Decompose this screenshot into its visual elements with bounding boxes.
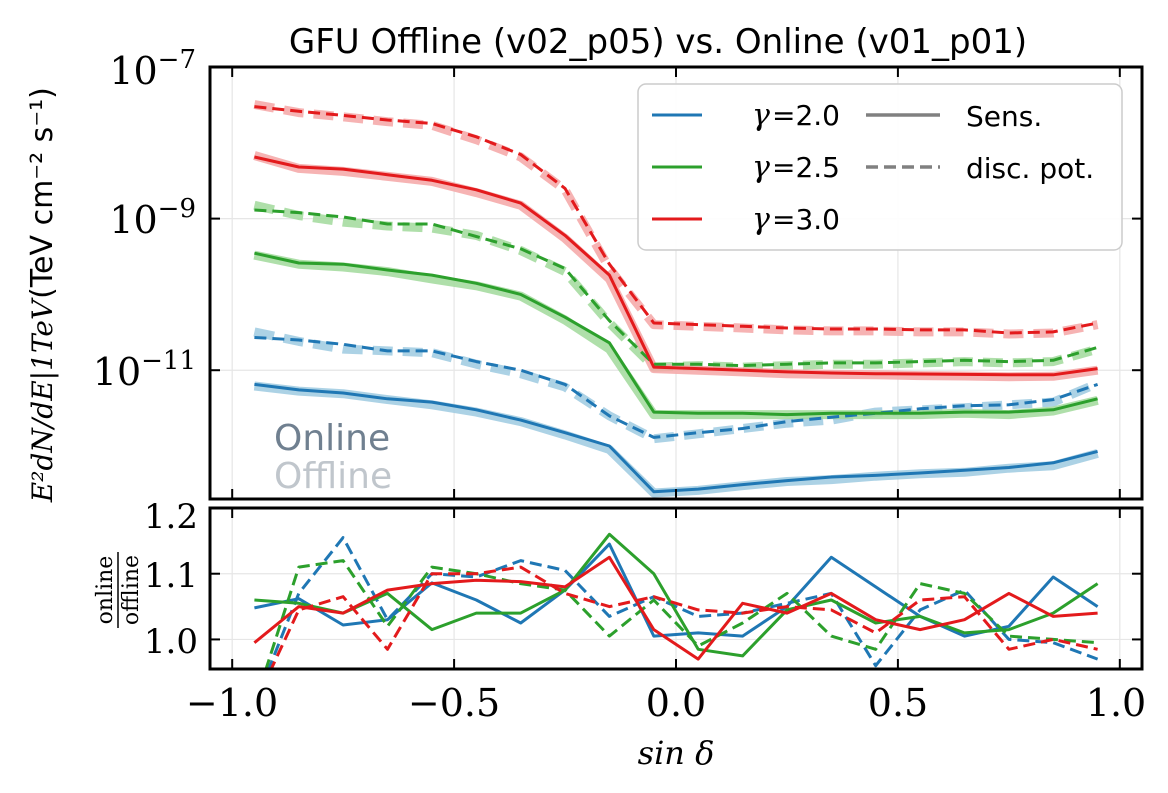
ytick-label-1e-7: 10−7 — [109, 45, 196, 93]
xtick-label-m0.5: −0.5 — [408, 681, 500, 725]
ytick-label-1e-9: 10−9 — [109, 194, 196, 242]
xtick-label-m1.0: −1.0 — [186, 681, 278, 725]
main-ticks — [210, 66, 1142, 499]
ratio-line-gamma-3.0-disc-pot — [269, 565, 1098, 669]
ratio-ytick-label-1.1: 1.1 — [144, 556, 198, 596]
online-annotation: Online — [274, 418, 390, 459]
ratio-ticks — [210, 507, 1142, 669]
legend-label-gamma-2.5: =2.5 — [772, 151, 840, 184]
xtick-label-1.0: 1.0 — [1086, 681, 1146, 725]
xticklabels: −1.0 −0.5 0.0 0.5 1.0 — [186, 681, 1146, 725]
online-lines — [254, 105, 1099, 494]
offline-line-gamma-2.5-disc-pot — [253, 200, 1099, 372]
offline-line-gamma-2.0-disc-pot — [253, 327, 1100, 444]
ratio-lines — [253, 532, 1099, 669]
ratio-line-gamma-2.5-disc-pot — [264, 559, 1098, 669]
xtick-label-0.0: 0.0 — [646, 681, 706, 725]
offline-line-gamma-3.0-sens — [253, 151, 1099, 382]
online-line-gamma-2.5-disc-pot — [254, 208, 1099, 368]
ratio-ytick-label-1.0: 1.0 — [144, 622, 198, 662]
xtick-label-0.5: 0.5 — [868, 681, 928, 725]
ratio-line-gamma-2.0-disc-pot — [267, 536, 1099, 669]
offline-annotation: Offline — [274, 456, 392, 497]
legend-gamma-symbol-2.0: γ — [752, 98, 770, 133]
ratio-line-gamma-3.0-sens — [253, 555, 1098, 661]
ratio-label-denominator: offline — [119, 555, 144, 625]
online-line-gamma-3.0-disc-pot — [254, 105, 1098, 335]
ytick-label-1e-11: 10−11 — [93, 346, 196, 394]
legend: γ =2.0 γ =2.5 γ =3.0 Sens. disc. pot. — [637, 83, 1123, 251]
offline-line-gamma-3.0-disc-pot — [253, 100, 1099, 339]
main-yticklabels: 10−11 10−9 10−7 — [93, 45, 196, 394]
chart-title: GFU Offline (v02_p05) vs. Online (v01_p0… — [289, 22, 1027, 62]
legend-box — [637, 83, 1123, 251]
legend-label-gamma-3.0: =3.0 — [772, 203, 840, 236]
ratio-ytick-label-1.2: 1.2 — [144, 497, 198, 537]
x-axis-label: sin δ — [638, 734, 715, 772]
legend-gamma-symbol-2.5: γ — [752, 150, 770, 185]
y-axis-label-units: (TeV cm⁻² s⁻¹) — [25, 87, 60, 299]
legend-label-sens: Sens. — [966, 100, 1042, 133]
legend-label-disc-pot: disc. pot. — [966, 152, 1094, 185]
ratio-line-gamma-2.5-sens — [254, 532, 1099, 658]
online-line-gamma-3.0-sens — [254, 155, 1098, 377]
legend-gamma-symbol-3.0: γ — [752, 202, 770, 237]
main-y-axis-label: E²dN/dE|1TeV (TeV cm⁻² s⁻¹) — [25, 87, 60, 503]
ratio-label-numerator: online — [93, 556, 118, 625]
legend-label-gamma-2.0: =2.0 — [772, 99, 840, 132]
ratio-y-axis-label: online offline — [93, 552, 144, 628]
online-line-gamma-2.5-sens — [254, 251, 1098, 417]
y-axis-label-quantity: E²dN/dE|1TeV — [26, 297, 59, 503]
ratio-yticklabels: 1.0 1.1 1.2 — [144, 497, 198, 662]
online-line-gamma-2.0-disc-pot — [254, 336, 1099, 439]
